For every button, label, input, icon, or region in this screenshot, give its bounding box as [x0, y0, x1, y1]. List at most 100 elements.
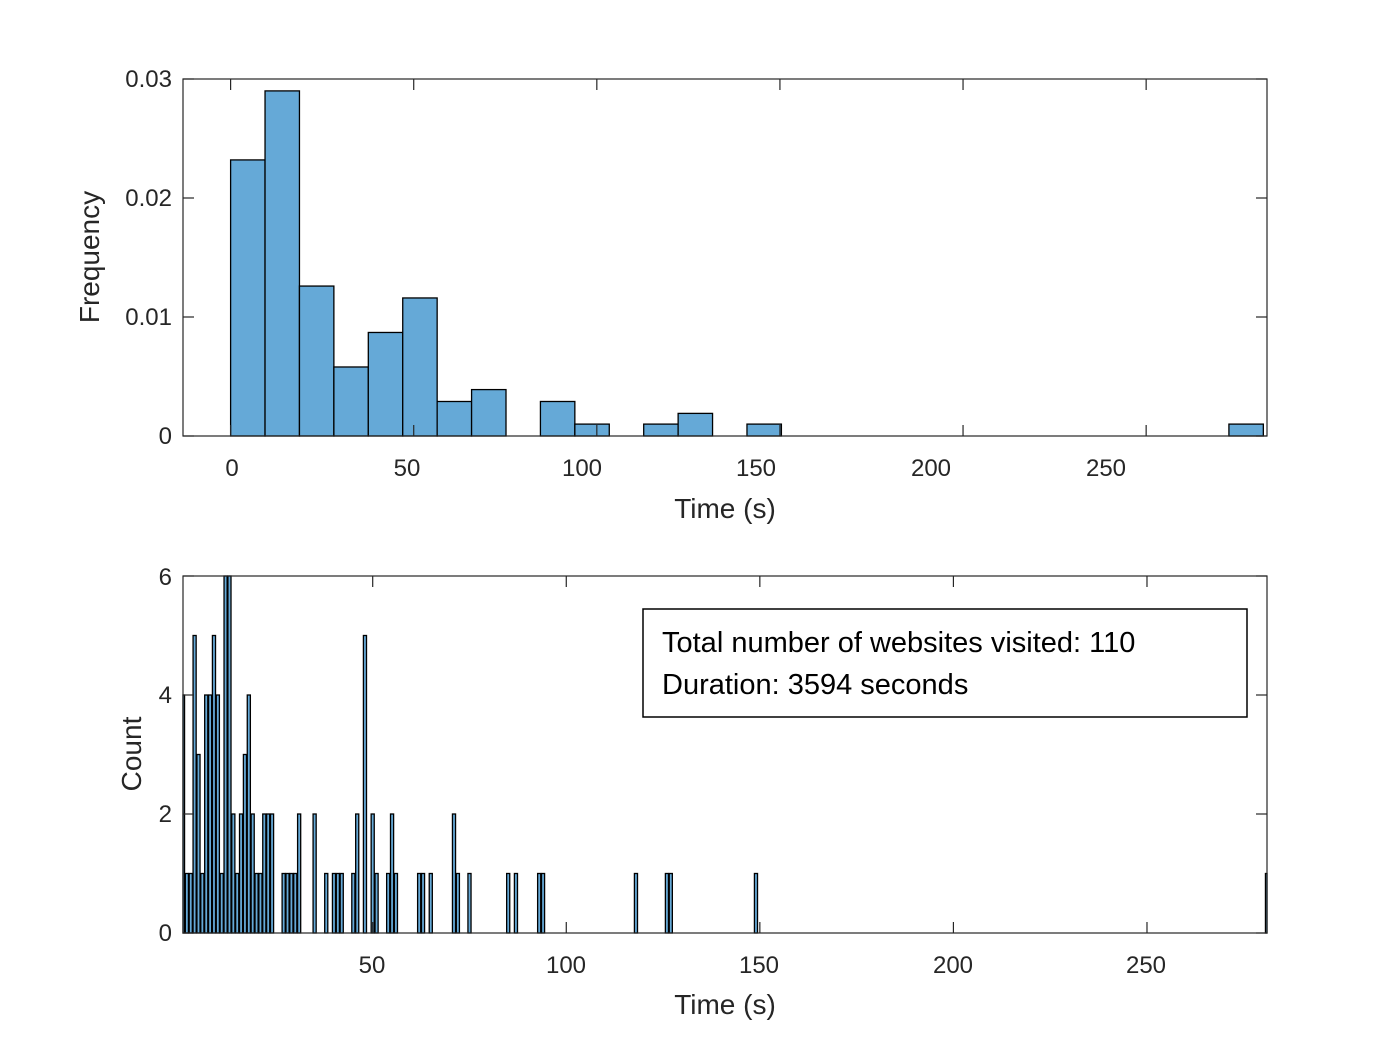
histogram-bar: [402, 297, 438, 437]
count-bar: [227, 575, 232, 934]
count-bar: [235, 872, 240, 934]
count-bar: [238, 813, 244, 934]
count-bar: [242, 753, 248, 934]
histogram-bar: [229, 159, 266, 437]
histogram-bar: [677, 412, 714, 437]
y-axis-title: Count: [116, 716, 147, 791]
count-bar: [265, 813, 271, 934]
x-tick-label: 50: [394, 455, 421, 482]
y-tick-label: 0: [159, 423, 172, 450]
y-tick-label: 0.01: [125, 304, 172, 331]
count-bar: [262, 813, 267, 934]
y-tick-label: 0.02: [125, 185, 172, 212]
count-bar: [451, 813, 457, 934]
count-bar: [204, 694, 209, 934]
x-tick-label: 50: [359, 952, 386, 979]
histogram-bar: [367, 331, 404, 437]
count-bar: [753, 872, 759, 934]
count-bar: [370, 813, 375, 934]
x-tick-label: 100: [546, 952, 586, 979]
count-bar: [331, 872, 337, 934]
count-bar: [200, 872, 205, 934]
count-bar: [250, 813, 255, 934]
count-axes-box: [182, 575, 1268, 934]
count-bar: [289, 872, 294, 934]
count-bar: [296, 813, 302, 934]
annotation-box: Total number of websites visited: 110 Du…: [642, 608, 1248, 718]
x-tick-label: 250: [1126, 952, 1166, 979]
x-axis-title: Time (s): [674, 493, 776, 524]
x-tick-label: 0: [225, 455, 238, 482]
count-bar: [231, 813, 236, 934]
count-bar: [215, 694, 221, 934]
count-bar: [285, 872, 290, 934]
count-bar: [540, 872, 546, 934]
count-bar: [389, 813, 395, 934]
count-bar: [355, 813, 360, 934]
count-bar: [184, 872, 190, 934]
count-bar: [416, 872, 422, 934]
annotation-duration: Duration: 3594 seconds: [662, 669, 968, 701]
count-bar: [393, 872, 399, 934]
count-bar: [351, 872, 356, 934]
count-bar: [312, 813, 317, 934]
count-bar: [335, 872, 341, 934]
count-bar: [506, 872, 511, 934]
annotation-websites-count: Total number of websites visited: 110: [662, 627, 1135, 659]
count-bar: [188, 872, 193, 934]
count-bar: [420, 872, 426, 934]
x-axis-title: Time (s): [674, 989, 776, 1020]
count-bar: [536, 872, 542, 934]
count-bar: [211, 634, 217, 934]
count-bar: [293, 872, 298, 934]
x-tick-label: 200: [911, 455, 951, 482]
count-bar: [374, 872, 379, 934]
count-bar: [324, 872, 329, 934]
count-bar: [385, 872, 391, 934]
y-tick-label: 0.03: [125, 66, 172, 93]
count-bar: [192, 634, 197, 934]
histogram-bar: [539, 400, 576, 437]
count-bar: [258, 872, 263, 934]
count-bar: [455, 872, 461, 934]
count-bar: [219, 872, 224, 934]
count-bar: [633, 872, 639, 934]
x-tick-label: 200: [933, 952, 973, 979]
count-bar: [254, 872, 259, 934]
histogram-bar: [333, 366, 369, 437]
histogram-bar: [1228, 423, 1264, 437]
count-bar: [513, 872, 519, 934]
count-bar: [223, 575, 228, 934]
histogram-axes-box: [182, 78, 1268, 437]
y-tick-label: 2: [159, 801, 172, 828]
histogram-bar: [470, 388, 507, 437]
count-bar: [362, 634, 368, 934]
histogram-bars: [229, 90, 1264, 437]
y-tick-label: 0: [159, 920, 172, 947]
count-bar: [339, 872, 344, 934]
histogram-bar: [436, 400, 473, 437]
histogram-bar: [264, 90, 301, 437]
count-bar: [281, 872, 286, 934]
count-bar: [467, 872, 472, 934]
y-tick-label: 4: [159, 682, 172, 709]
count-panel: 50 100 150 200 250 0 2 4 6 Time (s) Coun…: [116, 564, 1268, 1020]
y-tick-label: 6: [159, 564, 172, 591]
count-bar: [207, 694, 213, 934]
histogram-bar: [298, 285, 335, 437]
x-tick-label: 250: [1086, 455, 1126, 482]
histogram-bar: [746, 423, 783, 437]
histogram-bar: [643, 423, 679, 437]
count-bar: [664, 872, 670, 934]
y-axis-title: Frequency: [74, 191, 105, 323]
count-bar: [246, 694, 252, 934]
x-tick-label: 150: [736, 455, 776, 482]
x-tick-label: 100: [562, 455, 602, 482]
histogram-panel: 0 50 100 150 200 250 0 0.01 0.02 0.03 Ti…: [74, 66, 1268, 524]
count-bar: [428, 872, 433, 934]
count-bar: [668, 872, 673, 934]
histogram-bar: [574, 423, 610, 437]
count-bar: [196, 753, 201, 934]
